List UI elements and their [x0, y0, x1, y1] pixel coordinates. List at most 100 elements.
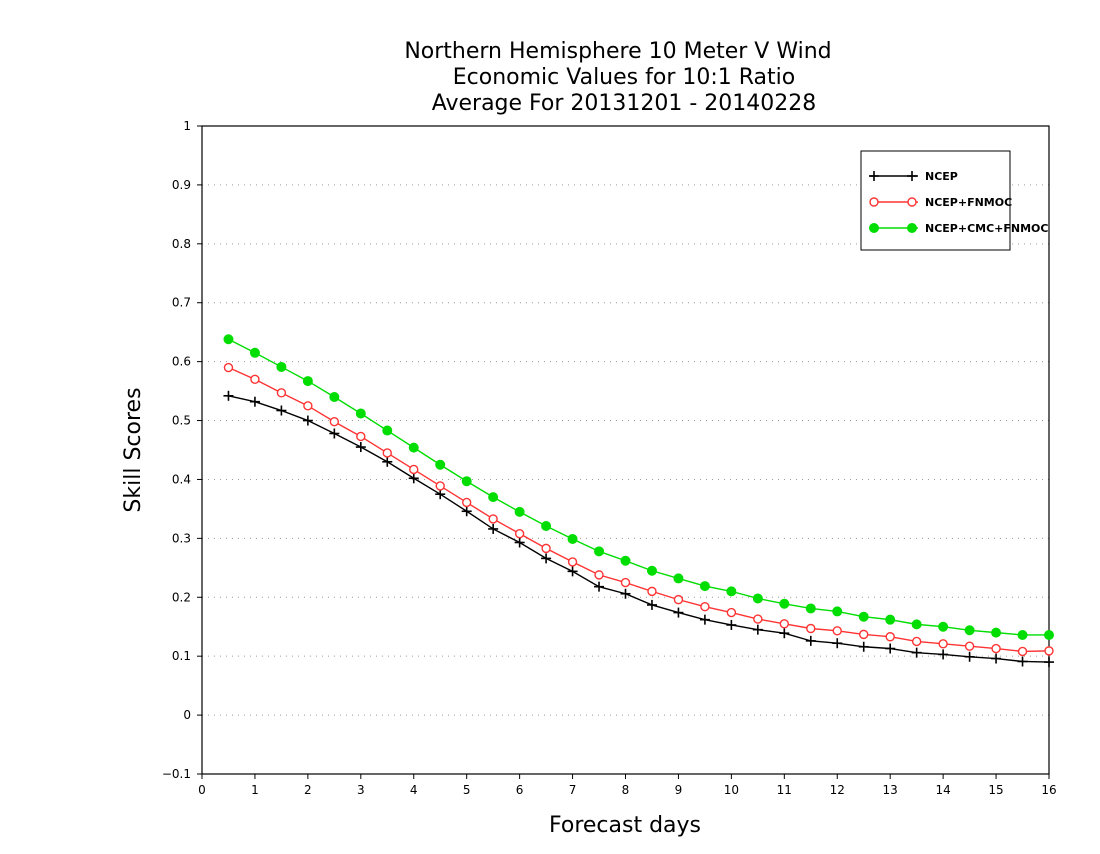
y-tick-label: 0.4	[172, 472, 191, 486]
x-axis-label: Forecast days	[549, 813, 701, 838]
series-0-point	[991, 653, 1002, 664]
series-1-point	[1017, 646, 1028, 657]
series-1-point	[382, 448, 392, 458]
series-2-point	[382, 425, 393, 436]
x-tick-label: 15	[988, 783, 1003, 797]
legend-box	[860, 150, 1011, 251]
x-tick-label: 14	[935, 783, 950, 797]
series-1-point	[1044, 646, 1054, 656]
series-1-point	[594, 570, 604, 580]
series-2-point	[435, 459, 446, 470]
chart-title-line-1: Northern Hemisphere 10 Meter V Wind	[404, 39, 831, 64]
x-tick-label: 4	[410, 783, 418, 797]
series-0-point	[726, 619, 737, 630]
series-0-point	[1017, 656, 1028, 667]
series-2-point	[514, 506, 525, 517]
series-line-0	[228, 395, 1050, 663]
series-1-point	[859, 629, 869, 640]
series-0-point	[594, 581, 605, 592]
series-2-point	[885, 614, 896, 625]
series-2-point	[699, 581, 710, 592]
legend-marker-0	[869, 171, 879, 181]
series-2-point	[964, 625, 975, 636]
legend-label-2: NCEP+CMC+FNMOC	[925, 222, 1048, 235]
legend-marker-2	[907, 223, 917, 233]
legend-label-0: NCEP	[925, 170, 958, 183]
series-0-point	[885, 643, 896, 654]
series-0-point	[514, 537, 525, 548]
series-2-point	[1044, 629, 1054, 640]
series-0-point	[435, 489, 446, 500]
y-tick-label: 0.5	[172, 414, 191, 428]
series-1-point	[673, 594, 684, 605]
y-tick-label: 1	[183, 119, 191, 133]
series-0-point	[382, 456, 393, 467]
series-line-1	[228, 366, 1050, 653]
series-0-point	[964, 651, 975, 662]
series-1-point	[964, 641, 975, 651]
grid-lines	[202, 184, 1049, 716]
series-0-point	[1044, 657, 1054, 668]
legend-marker-0	[907, 171, 917, 181]
series-0-point	[752, 624, 763, 635]
x-axis: 0 1 2 3 4 5 6 7 8 9 10 11 12 13 14 15 16	[198, 774, 1057, 797]
series-1-point	[779, 619, 790, 629]
x-tick-label: 8	[622, 783, 630, 797]
series-2-point	[620, 555, 631, 566]
series-0-point	[302, 415, 313, 426]
series-2-point	[223, 334, 234, 345]
series-2-point	[858, 611, 869, 622]
series-1-point	[753, 614, 763, 624]
series-1-point	[435, 481, 445, 491]
series-0-point	[673, 607, 684, 618]
series-1-point	[567, 557, 578, 567]
series-0-point	[276, 405, 287, 416]
x-tick-label: 11	[777, 783, 792, 797]
legend: NCEP NCEP+FNMOC NCEP+CMC+FNMOC	[860, 150, 1048, 251]
series-1-point	[223, 362, 234, 373]
series-1-point	[514, 528, 525, 539]
series-0-point	[461, 506, 472, 517]
x-tick-label: 12	[830, 783, 845, 797]
series-0-point	[408, 473, 419, 484]
series-1-point	[647, 586, 657, 597]
y-axis: 1 0.9 0.8 0.7 0.6 0.5 0.4 0.3 0.2 0.1 0 −0.1	[162, 119, 202, 781]
series-1-point	[832, 626, 842, 636]
y-tick-label: 0.2	[172, 590, 191, 604]
series-1-point	[806, 623, 816, 634]
series-1-point	[488, 514, 498, 524]
series-1-point	[250, 374, 260, 385]
x-tick-label: 6	[516, 783, 524, 797]
y-tick-label: −0.1	[162, 767, 191, 781]
series-0-point	[329, 428, 340, 439]
series-0-point	[567, 566, 578, 577]
series-0-point	[620, 588, 631, 599]
series-2-point	[911, 619, 922, 630]
x-tick-label: 9	[675, 783, 683, 797]
series-1-point	[991, 643, 1001, 654]
x-tick-label: 0	[198, 783, 206, 797]
x-tick-label: 13	[883, 783, 898, 797]
series-1-point	[700, 601, 710, 612]
series-2-point	[355, 408, 366, 419]
series-2-point	[726, 586, 737, 597]
series-2-point	[488, 492, 499, 503]
series-2-point	[805, 603, 816, 614]
series-1-point	[620, 577, 631, 588]
series-2-point	[673, 573, 684, 584]
series-0-point	[938, 649, 949, 660]
x-tick-label: 16	[1041, 783, 1056, 797]
series-2-point	[249, 347, 260, 358]
series-0-point	[223, 390, 234, 401]
series-group	[223, 334, 1054, 668]
series-0-point	[911, 647, 922, 658]
y-tick-label: 0	[183, 708, 191, 722]
series-0-point	[858, 641, 869, 652]
legend-marker-1	[907, 197, 917, 207]
series-1-point	[356, 431, 366, 442]
x-tick-label: 5	[463, 783, 471, 797]
series-2-point	[594, 546, 605, 557]
series-2-point	[461, 476, 472, 487]
y-tick-label: 0.7	[172, 296, 191, 310]
series-0-point	[646, 599, 657, 610]
